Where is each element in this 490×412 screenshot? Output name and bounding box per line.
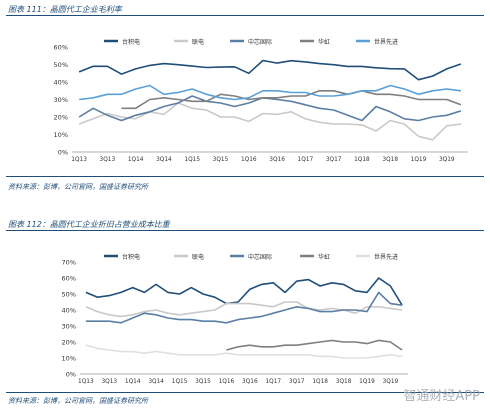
legend-label: 台积电	[122, 253, 140, 261]
x-tick-label: 1Q14	[128, 157, 144, 163]
y-tick-label: 40%	[62, 307, 76, 315]
legend-label: 联电	[192, 38, 204, 46]
legend-label: 华虹	[318, 253, 330, 261]
y-tick-label: 60%	[54, 44, 68, 52]
x-tick-label: 1Q15	[184, 157, 200, 163]
figure-2-top-rule	[6, 230, 484, 231]
y-tick-label: 10%	[54, 131, 68, 139]
y-tick-label: 0%	[66, 371, 76, 379]
gross-margin-chart: 台积电 联电 中芯国际 华虹 世界先进 0% 10% 20% 30% 40% 50% 60% 1Q13 3…	[54, 38, 468, 163]
legend-label: 世界先进	[374, 38, 398, 46]
legend-label: 台积电	[122, 38, 140, 46]
x-tick-label: 3Q17	[326, 157, 342, 163]
x-tick-label: 1Q13	[78, 379, 94, 385]
y-tick-label: 40%	[54, 79, 68, 87]
legend-label: 中芯国际	[248, 253, 272, 261]
x-tick-label: 1Q18	[354, 157, 370, 163]
x-tick-label: 1Q13	[71, 157, 87, 163]
x-tick-label: 3Q19	[383, 379, 399, 385]
y-tick-label: 50%	[54, 61, 68, 69]
x-tick-label: 1Q19	[411, 157, 427, 163]
x-tick-label: 1Q19	[359, 379, 375, 385]
figure-1-bottom-rule	[6, 176, 484, 177]
series-line	[121, 90, 462, 110]
figure-2-title: 图表 112：晶圆代工企业折旧占营业成本比重	[8, 220, 170, 229]
x-tick-label: 3Q15	[213, 157, 229, 163]
x-tick-label: 3Q16	[269, 157, 285, 163]
y-tick-label: 0%	[58, 149, 68, 157]
series-line	[85, 344, 403, 359]
legend-label: 世界先进	[374, 253, 398, 261]
x-tick-label: 3Q14	[148, 379, 164, 385]
x-tick-label: 3Q19	[439, 157, 455, 163]
x-tick-label: 3Q16	[242, 379, 258, 385]
x-tick-label: 1Q15	[172, 379, 188, 385]
x-tick-label: 1Q16	[219, 379, 235, 385]
series-line	[85, 277, 403, 306]
legend-label: 华虹	[318, 38, 330, 46]
y-tick-label: 30%	[54, 96, 68, 104]
figure-1-top-rule	[6, 15, 484, 16]
figure-1-title: 图表 111：晶圆代工企业毛利率	[8, 5, 122, 14]
series-line	[226, 339, 403, 351]
legend-label: 中芯国际	[248, 38, 272, 46]
watermark-text: 智通财经APP	[403, 389, 480, 404]
figure-1-source: 资料来源：彭博，公司官网，国盛证券研究所	[8, 183, 148, 191]
x-tick-label: 3Q13	[101, 379, 117, 385]
series-line	[78, 102, 462, 141]
y-tick-label: 70%	[62, 259, 76, 267]
x-tick-label: 3Q17	[289, 379, 305, 385]
y-tick-label: 30%	[62, 323, 76, 331]
x-tick-label: 3Q13	[100, 157, 116, 163]
x-tick-label: 1Q17	[265, 379, 281, 385]
series-line	[85, 291, 403, 324]
series-line	[78, 59, 462, 81]
x-tick-label: 1Q16	[241, 157, 257, 163]
series-line	[79, 84, 462, 101]
x-tick-label: 1Q17	[298, 157, 314, 163]
figure-2-bottom-rule	[6, 392, 484, 393]
x-tick-label: 3Q15	[195, 379, 211, 385]
series-line	[85, 301, 403, 318]
series-line	[78, 95, 462, 122]
y-tick-label: 20%	[62, 339, 76, 347]
y-tick-label: 60%	[62, 275, 76, 283]
x-tick-label: 1Q14	[125, 379, 141, 385]
figure-2-source: 资料来源：彭博，公司官网，国盛证券研究所	[8, 397, 148, 405]
legend-label: 联电	[192, 253, 204, 261]
x-tick-label: 3Q18	[382, 157, 398, 163]
y-tick-label: 50%	[62, 291, 76, 299]
x-tick-label: 3Q18	[336, 379, 352, 385]
y-tick-label: 20%	[54, 114, 68, 122]
y-tick-label: 10%	[62, 355, 76, 363]
x-tick-label: 3Q14	[156, 157, 172, 163]
x-tick-label: 1Q18	[312, 379, 328, 385]
